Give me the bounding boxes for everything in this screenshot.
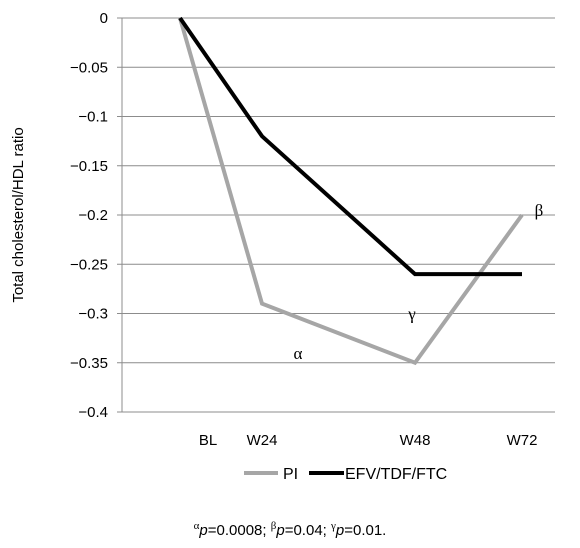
footnote-value: =0.04;: [285, 522, 331, 539]
annotation-label: β: [535, 201, 544, 220]
footnote-value: =0.0008;: [208, 522, 271, 539]
footnote-p: p: [198, 522, 207, 539]
footnote-superscript: α: [194, 520, 200, 532]
y-tick-label: −0.35: [70, 355, 108, 372]
footnote: αp=0.0008; βp=0.04; γp=0.01.: [194, 520, 387, 539]
y-tick-label: −0.2: [78, 207, 108, 224]
footnote-p: p: [275, 522, 284, 539]
x-tick-label: W24: [247, 432, 278, 449]
x-tick-label: BL: [199, 432, 217, 449]
annotation-label: γ: [407, 305, 416, 324]
series-line-efv-tdf-ftc: [178, 16, 522, 277]
y-tick-label: −0.4: [78, 404, 108, 421]
footnote-superscript: β: [271, 520, 277, 532]
y-tick-labels: 0 −0.05 −0.1 −0.15 −0.2 −0.25 −0.3 −0.35 −0.4: [70, 10, 108, 421]
y-tick-label: −0.1: [78, 109, 108, 126]
grid-lines: [117, 17, 555, 413]
legend-label: PI: [283, 466, 298, 483]
y-tick-label: −0.25: [70, 256, 108, 273]
x-tick-labels: BL W24 W48 W72: [199, 432, 538, 449]
annotation-label: α: [294, 344, 303, 363]
y-tick-label: 0: [100, 10, 108, 27]
x-tick-label: W72: [507, 432, 538, 449]
footnote-value: =0.01.: [344, 522, 386, 539]
y-tick-label: −0.3: [78, 306, 108, 323]
y-tick-label: −0.05: [70, 59, 108, 76]
y-axis-label: Total cholesterol/HDL ratio: [10, 127, 27, 302]
legend-label: EFV/TDF/FTC: [345, 466, 447, 483]
legend: PI EFV/TDF/FTC: [244, 466, 447, 483]
footnote-p: p: [335, 522, 344, 539]
x-tick-label: W48: [400, 432, 431, 449]
footnote-superscript: γ: [330, 520, 336, 532]
y-tick-label: −0.15: [70, 158, 108, 175]
annotations: α γ β: [294, 201, 544, 363]
series-lines: [178, 16, 524, 366]
series-line-pi: [178, 17, 524, 366]
